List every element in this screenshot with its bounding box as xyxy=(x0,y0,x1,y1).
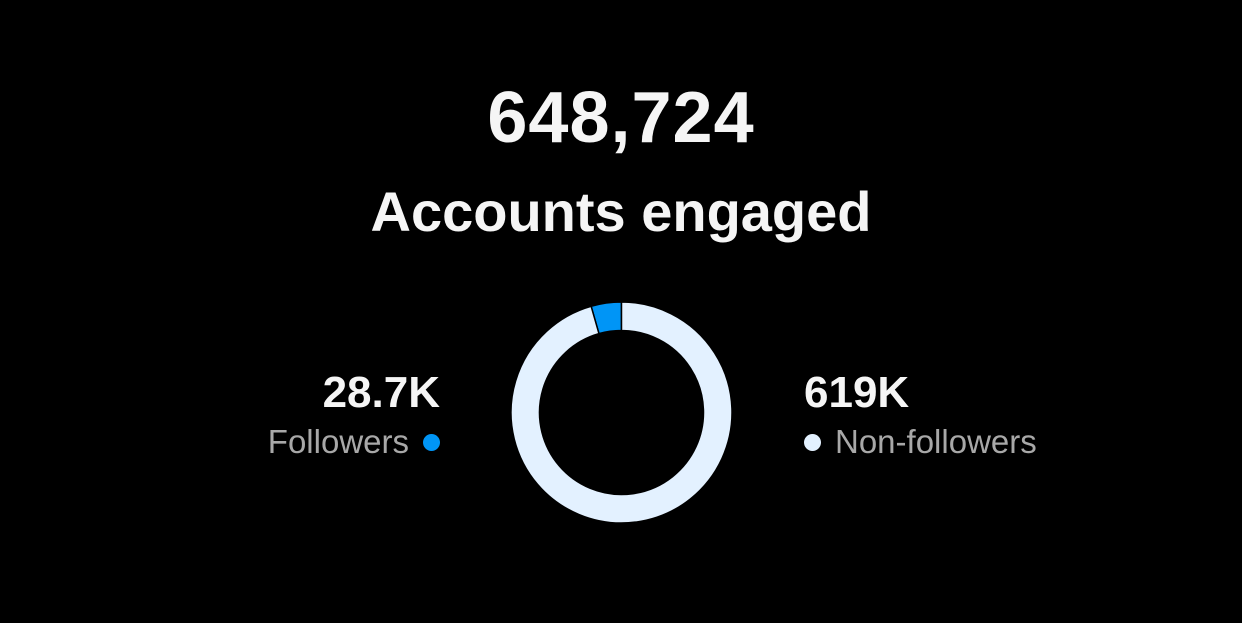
followers-legend-dot-icon xyxy=(423,433,440,451)
followers-stat: 28.7K Followers xyxy=(268,366,440,464)
non-followers-stat: 619K Non-followers xyxy=(804,366,1037,464)
followers-legend: Followers xyxy=(268,420,440,464)
engagement-donut-chart xyxy=(511,302,732,523)
metric-title: Accounts engaged xyxy=(370,180,872,243)
total-accounts-engaged-value: 648,724 xyxy=(487,78,755,158)
non-followers-label: Non-followers xyxy=(835,423,1037,460)
donut-slice-non-followers xyxy=(511,302,732,523)
non-followers-legend: Non-followers xyxy=(804,420,1037,464)
followers-value: 28.7K xyxy=(322,368,440,417)
non-followers-legend-dot-icon xyxy=(804,433,821,451)
non-followers-value: 619K xyxy=(804,368,910,417)
followers-label: Followers xyxy=(267,423,409,460)
